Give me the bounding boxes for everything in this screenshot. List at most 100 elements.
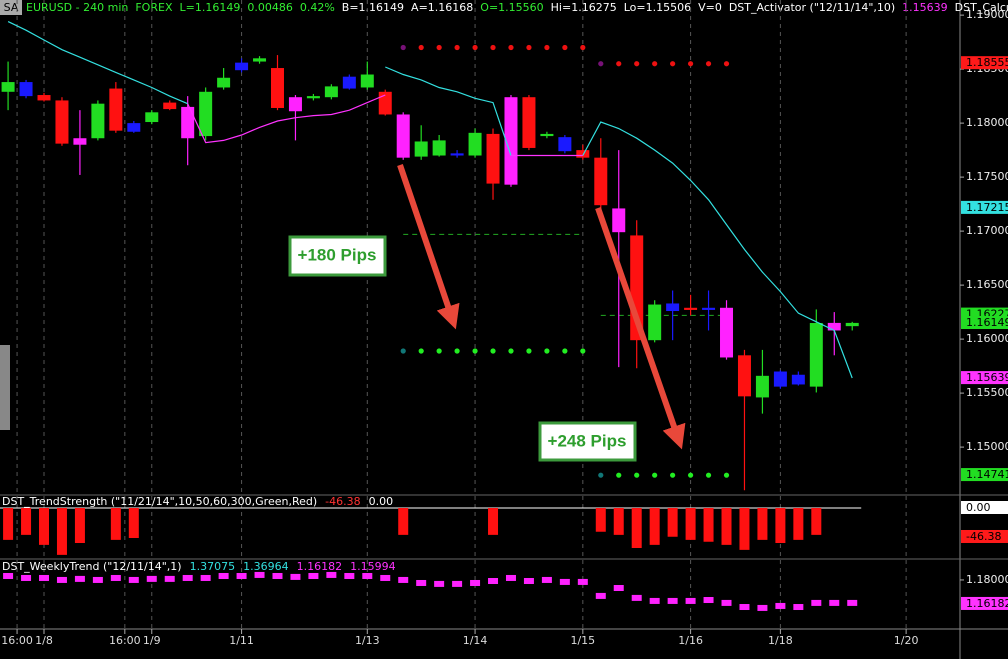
candle-body	[73, 138, 87, 145]
stop-dot	[723, 61, 730, 67]
bar	[685, 508, 696, 540]
y-tick-label: 1.16500	[966, 278, 1008, 291]
bar	[3, 508, 14, 540]
stop-dot	[544, 44, 550, 51]
x-tick-label: 1/15	[570, 634, 595, 647]
trend-dash	[559, 578, 570, 585]
bar	[739, 508, 750, 550]
candle-body	[827, 322, 841, 331]
trend-dash	[721, 599, 732, 606]
candle-body	[755, 375, 769, 398]
candle-body	[450, 153, 464, 156]
stop-dot	[508, 44, 514, 51]
bar	[811, 508, 822, 535]
stop-dot	[687, 472, 694, 478]
trend-dash	[164, 575, 175, 582]
trend-dash	[847, 599, 858, 606]
trend-dash	[182, 574, 193, 581]
candle-body	[342, 76, 356, 89]
price-marker	[961, 529, 1008, 543]
trend-dash	[3, 572, 14, 579]
trend-dash	[505, 574, 516, 581]
trend-dash	[685, 597, 696, 604]
candle-body	[378, 91, 392, 115]
price-marker-label: 1.18555	[966, 56, 1008, 69]
stop-dot	[436, 348, 442, 354]
arrow	[595, 207, 686, 450]
annotation: +248 Pips	[548, 431, 627, 450]
header-item: 1.15639	[902, 1, 948, 14]
trend-dash	[56, 576, 67, 583]
arrow	[397, 164, 460, 330]
bar	[775, 508, 786, 543]
candle-body	[270, 68, 284, 108]
trend-dash	[649, 597, 660, 604]
header-item: FOREX	[135, 1, 173, 14]
trend-dash	[434, 580, 445, 587]
trend-dash	[488, 578, 499, 585]
price-marker	[961, 468, 1008, 482]
candle-body	[145, 112, 159, 123]
candle-body	[37, 95, 51, 101]
candle-body	[181, 106, 195, 139]
stop-dot	[454, 44, 460, 51]
trend-dash	[272, 572, 283, 579]
panel-title: DST_WeeklyTrend ("12/11/14",1)	[2, 560, 182, 573]
x-tick-label: 1/18	[768, 634, 793, 647]
price-marker	[961, 316, 1008, 330]
bar	[488, 508, 499, 535]
candle-body	[576, 150, 590, 158]
trend-dash	[200, 574, 211, 581]
bar	[613, 508, 624, 535]
trend-dash	[739, 604, 750, 611]
header-item: V=0	[698, 1, 722, 14]
stop-dot	[687, 61, 694, 67]
trend-dash	[21, 574, 32, 581]
readout: 0.00	[369, 495, 394, 508]
readout: -46.38	[325, 495, 360, 508]
candle-body	[253, 58, 267, 62]
candle-body	[737, 355, 751, 397]
side-tab[interactable]	[0, 345, 10, 430]
y-tick-label: 1.17000	[966, 224, 1008, 237]
readout: 1.15994	[350, 560, 396, 573]
candle-body	[199, 91, 213, 137]
trend-dash	[39, 574, 50, 581]
header-item: B=1.16149	[342, 1, 404, 14]
trend-dash	[218, 572, 229, 579]
price-marker-label: 1.16149	[966, 316, 1008, 329]
candle-body	[845, 322, 859, 327]
x-tick-label: 1/20	[894, 634, 919, 647]
candle-body	[127, 123, 141, 132]
trend-dash	[703, 597, 714, 604]
price-marker-label: 1.14741	[966, 468, 1008, 481]
y-tick-label: 1.15500	[966, 386, 1008, 399]
stop-dot	[526, 348, 532, 354]
candle-body	[288, 97, 302, 112]
annotation-box	[538, 421, 637, 462]
header-item: DST_Calculator ("12/11...	[955, 1, 1008, 14]
candle-body	[504, 97, 518, 185]
trend-dash	[308, 572, 319, 579]
stop-dot	[598, 472, 604, 478]
header-item: O=1.15560	[480, 1, 543, 14]
y-tick-label: 1.15000	[966, 440, 1008, 453]
trend-dash	[541, 576, 552, 583]
header-item: 0.42%	[300, 1, 335, 14]
bar	[128, 508, 139, 538]
price-marker-label: 1.16182	[966, 597, 1008, 610]
stop-dot	[418, 348, 424, 354]
badge: SA	[4, 1, 19, 14]
candle-body	[558, 137, 572, 152]
trend-dash	[757, 604, 768, 611]
candle-body	[486, 133, 500, 184]
bar	[793, 508, 804, 540]
bar	[667, 508, 678, 537]
bar	[56, 508, 67, 555]
trend-dash	[326, 571, 337, 578]
x-tick-label: 1/11	[229, 634, 254, 647]
stop-dot	[472, 348, 478, 354]
